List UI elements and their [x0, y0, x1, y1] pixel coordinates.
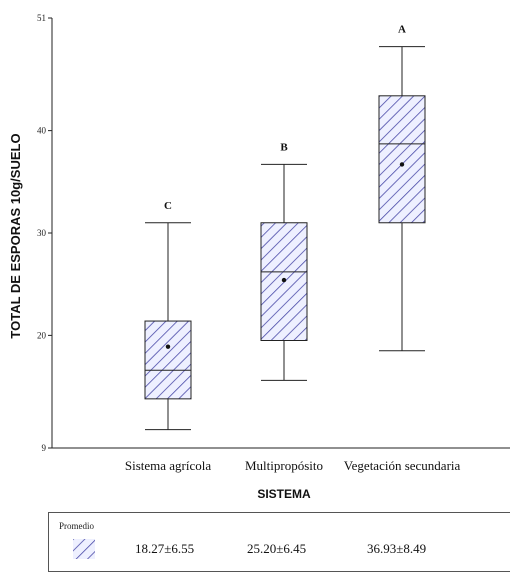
y-axis-label: TOTAL DE ESPORAS 10g/SUELO	[8, 133, 23, 338]
x-tick-label: Multipropósito	[245, 458, 323, 473]
box	[378, 95, 426, 224]
mean-point	[165, 344, 171, 349]
legend-value-vegetacion: 36.93±8.49	[367, 541, 427, 556]
plot-area: C B A	[144, 24, 426, 431]
mean-point	[399, 162, 405, 167]
x-tick-label: Sistema agrícola	[125, 458, 212, 473]
y-tick-label: 20	[37, 330, 47, 340]
group-letter: A	[398, 24, 406, 36]
x-tick-label: Vegetación secundaria	[344, 458, 461, 473]
y-tick-label: 30	[37, 228, 47, 238]
legend-value-multiproposito: 25.20±6.45	[247, 541, 307, 556]
axes: 9 20 30 40 51 Sistema agrícola Multipropósito V…	[37, 13, 510, 473]
legend-box: Promedio 18.27±6.55 25.20±6.45 36.93±8.4…	[48, 512, 510, 572]
y-tick-label: 40	[37, 126, 47, 136]
legend-swatch	[73, 539, 95, 559]
box	[144, 320, 192, 400]
legend-value-agricola: 18.27±6.55	[135, 541, 195, 556]
group-letter: B	[280, 141, 288, 153]
x-axis-label: SISTEMA	[257, 487, 311, 501]
y-tick-label: 9	[42, 443, 47, 453]
legend-title: Promedio	[59, 521, 94, 531]
group-letter: C	[164, 200, 172, 212]
mean-point	[281, 277, 287, 283]
y-tick-label: 51	[37, 13, 46, 23]
